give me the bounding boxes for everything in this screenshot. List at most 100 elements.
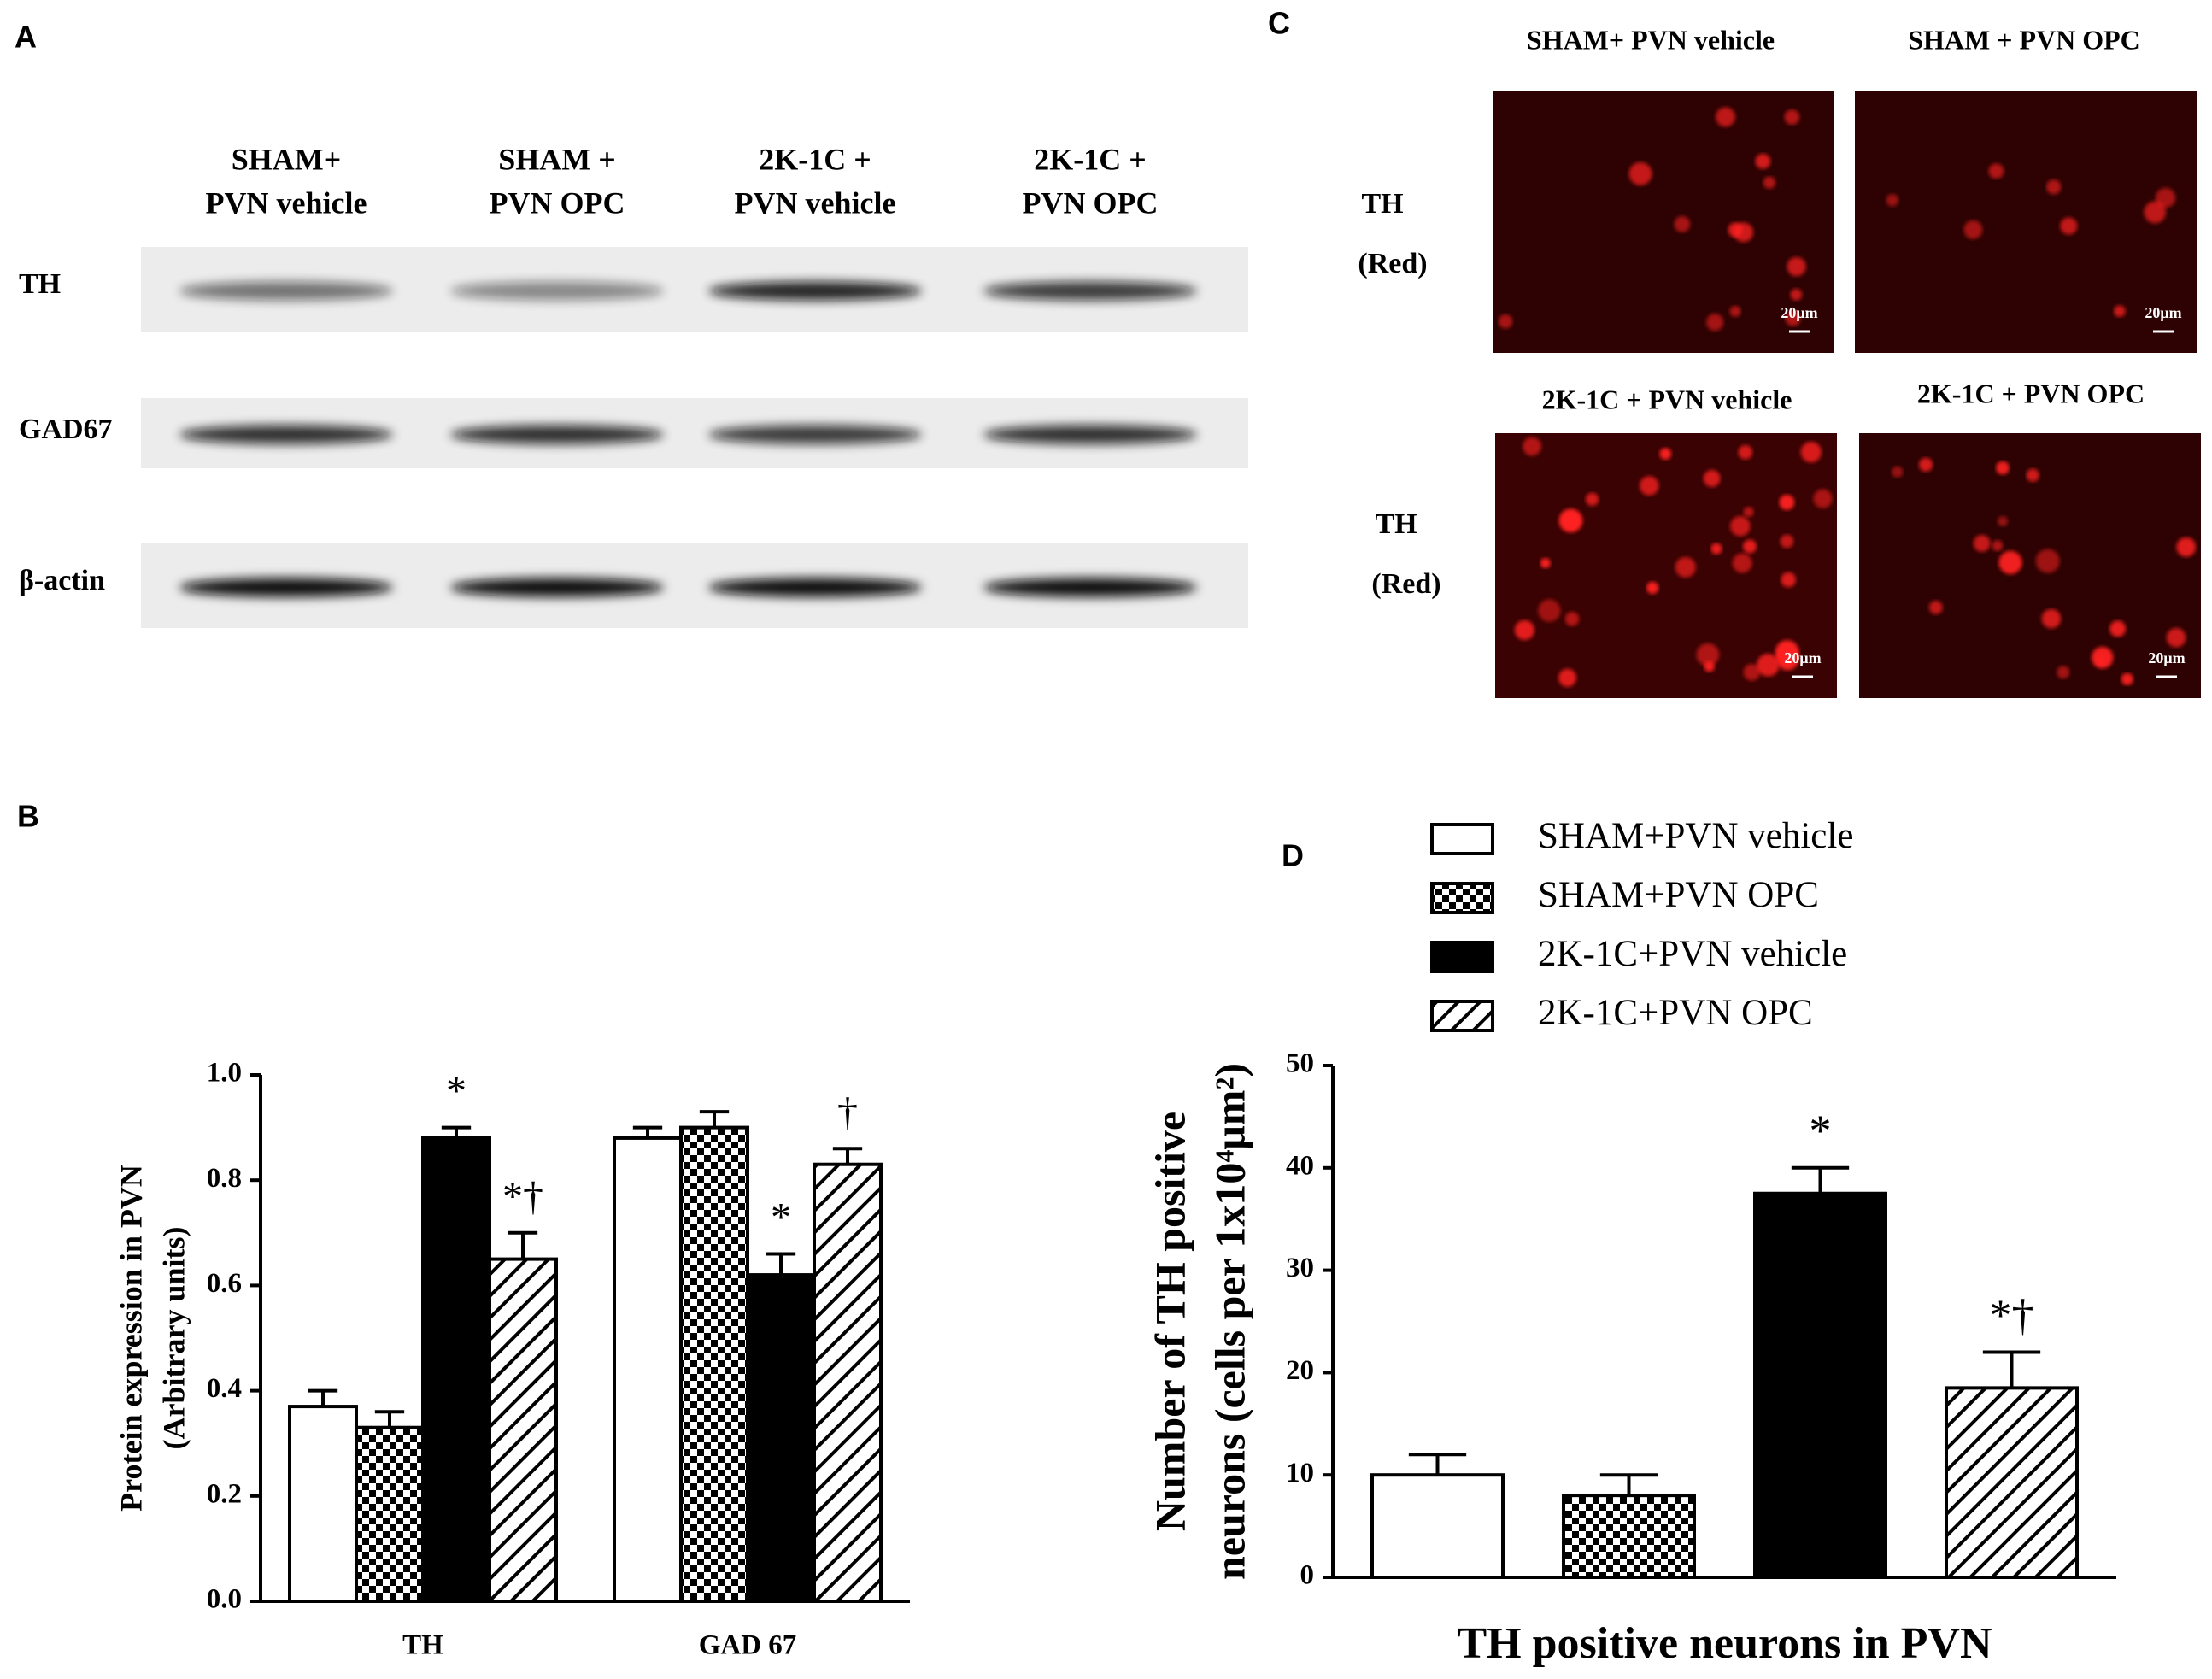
cell [1780, 534, 1794, 549]
significance-mark: *† [502, 1174, 543, 1219]
scale-bar-label: 20μm [2148, 649, 2185, 666]
row-label: β-actin [19, 565, 105, 596]
y-tick-label: 0.4 [207, 1373, 242, 1404]
x-axis-label: TH positive neurons in PVN [1457, 1619, 1992, 1668]
cell [2166, 627, 2186, 648]
bar [488, 1257, 558, 1603]
bar [746, 1273, 816, 1603]
lane-header: PVN vehicle [206, 185, 367, 220]
bar [1945, 1386, 2079, 1579]
cell [1628, 161, 1652, 185]
cell [1779, 494, 1795, 510]
cell [1498, 314, 1513, 329]
cell [1763, 176, 1776, 189]
x-tick-label: TH [402, 1630, 443, 1661]
legend-swatch [1430, 941, 1494, 973]
bar [421, 1136, 491, 1604]
lane-header: SHAM + [498, 142, 616, 176]
band [450, 578, 664, 597]
band [450, 281, 664, 301]
legend-swatch [1430, 1000, 1494, 1032]
significance-mark: † [837, 1089, 858, 1135]
y-tick-label: 40 [1286, 1150, 1314, 1181]
row-label: (Red) [1358, 248, 1427, 279]
cell [1996, 461, 2010, 475]
bar [813, 1162, 883, 1603]
micrograph [1493, 91, 1834, 353]
y-tick-label: 0.2 [207, 1478, 242, 1509]
lane-header: SHAM+ [232, 142, 342, 176]
micrograph-header: 2K-1C + PVN OPC [1917, 378, 2145, 408]
band [708, 578, 922, 597]
cell [1886, 194, 1899, 207]
row-label: TH [19, 268, 61, 300]
cell [1585, 492, 1599, 507]
scale-bar-label: 20μm [2145, 304, 2181, 321]
legend-label: SHAM+PVN vehicle [1538, 816, 1853, 856]
cell [1675, 556, 1696, 578]
cell [1646, 581, 1659, 595]
cell [1696, 643, 1720, 666]
cell [1558, 508, 1583, 533]
scale-bar-label: 20μm [1784, 649, 1821, 666]
lane-header: PVN OPC [490, 185, 625, 220]
band [983, 281, 1197, 301]
legend-label: 2K-1C+PVN vehicle [1538, 934, 1847, 974]
micrograph [1855, 91, 2197, 353]
cell [1892, 466, 1904, 478]
y-axis-label: (Arbitrary units) [156, 1227, 191, 1450]
significance-mark: * [446, 1069, 466, 1114]
cell [1781, 572, 1796, 588]
cell [2091, 646, 2114, 669]
band [708, 281, 922, 301]
lane-header: 2K-1C + [759, 142, 871, 176]
bar [288, 1405, 358, 1603]
y-axis-label: Protein expression in PVN [114, 1165, 148, 1512]
cell [1564, 612, 1580, 626]
cell [1787, 256, 1806, 277]
cell [1674, 216, 1691, 232]
cell [1928, 601, 1943, 614]
panel-label: D [1282, 838, 1304, 873]
legend-label: 2K-1C+PVN OPC [1538, 993, 1813, 1033]
cell [1755, 153, 1771, 169]
significance-mark: *† [1990, 1291, 2034, 1340]
cell [1973, 534, 1991, 552]
y-tick-label: 30 [1286, 1253, 1314, 1283]
cell [1738, 444, 1753, 460]
cell [1706, 314, 1724, 332]
cell [1963, 220, 1983, 239]
cell [1757, 654, 1780, 677]
cell [1716, 107, 1736, 127]
row-label: TH [1375, 508, 1417, 540]
cell [1710, 543, 1722, 555]
cell [1514, 619, 1534, 641]
band [179, 281, 393, 301]
cell [1997, 516, 2008, 527]
cell [1523, 437, 1542, 456]
cell [1743, 539, 1757, 554]
cell [2046, 179, 2062, 195]
cell [2041, 608, 2062, 629]
cell [1785, 310, 1801, 326]
cell [1558, 668, 1577, 687]
cell [1729, 305, 1741, 317]
micrograph-header: SHAM+ PVN vehicle [1527, 24, 1775, 55]
cell [1639, 476, 1659, 496]
cell [1992, 540, 2004, 552]
band [708, 425, 922, 444]
y-tick-label: 0.0 [207, 1584, 242, 1615]
cell [1732, 553, 1752, 573]
cell [2109, 620, 2127, 637]
cell [2144, 201, 2167, 224]
x-tick-label: GAD 67 [699, 1630, 797, 1661]
cell [2155, 187, 2176, 208]
cell [2176, 537, 2197, 557]
cell [2113, 305, 2126, 318]
band [179, 425, 393, 444]
cell [1790, 288, 1803, 301]
lane-header: PVN OPC [1023, 185, 1159, 220]
cell [1538, 599, 1561, 622]
row-label: GAD67 [19, 414, 113, 445]
